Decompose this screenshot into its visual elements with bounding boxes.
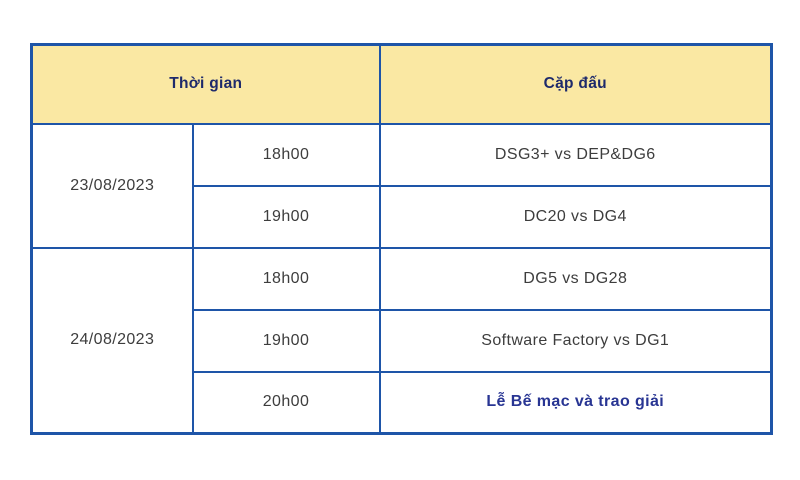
match-cell: DSG3+ vs DEP&DG6 (378, 122, 773, 187)
time-cell: 19h00 (191, 184, 381, 249)
date-cell-2408: 24/08/2023 (30, 246, 194, 435)
match-cell: Software Factory vs DG1 (378, 308, 773, 373)
schedule-table: Thời gian Cặp đấu 23/08/2023 18h00 DSG3+… (30, 43, 774, 435)
time-cell: 18h00 (191, 246, 381, 311)
time-cell: 19h00 (191, 308, 381, 373)
closing-ceremony-cell: Lễ Bế mạc và trao giải (378, 370, 773, 435)
column-header-time: Thời gian (30, 43, 381, 125)
table-row: 20h00 Lễ Bế mạc và trao giải (32, 370, 773, 435)
time-cell: 20h00 (191, 370, 381, 435)
table-row: 24/08/2023 18h00 DG5 vs DG28 (30, 246, 773, 435)
time-cell: 18h00 (191, 122, 381, 187)
match-cell: DG5 vs DG28 (378, 246, 773, 311)
table-row: 19h00 DC20 vs DG4 (32, 184, 773, 249)
column-header-match: Cặp đấu (378, 43, 773, 125)
date-cell-2308: 23/08/2023 (30, 122, 194, 249)
match-cell: DC20 vs DG4 (378, 184, 773, 249)
header-row: Thời gian Cặp đấu (30, 43, 773, 125)
table-row: 23/08/2023 18h00 DSG3+ vs DEP&DG6 (30, 122, 773, 249)
table-row: 19h00 Software Factory vs DG1 (32, 308, 773, 373)
